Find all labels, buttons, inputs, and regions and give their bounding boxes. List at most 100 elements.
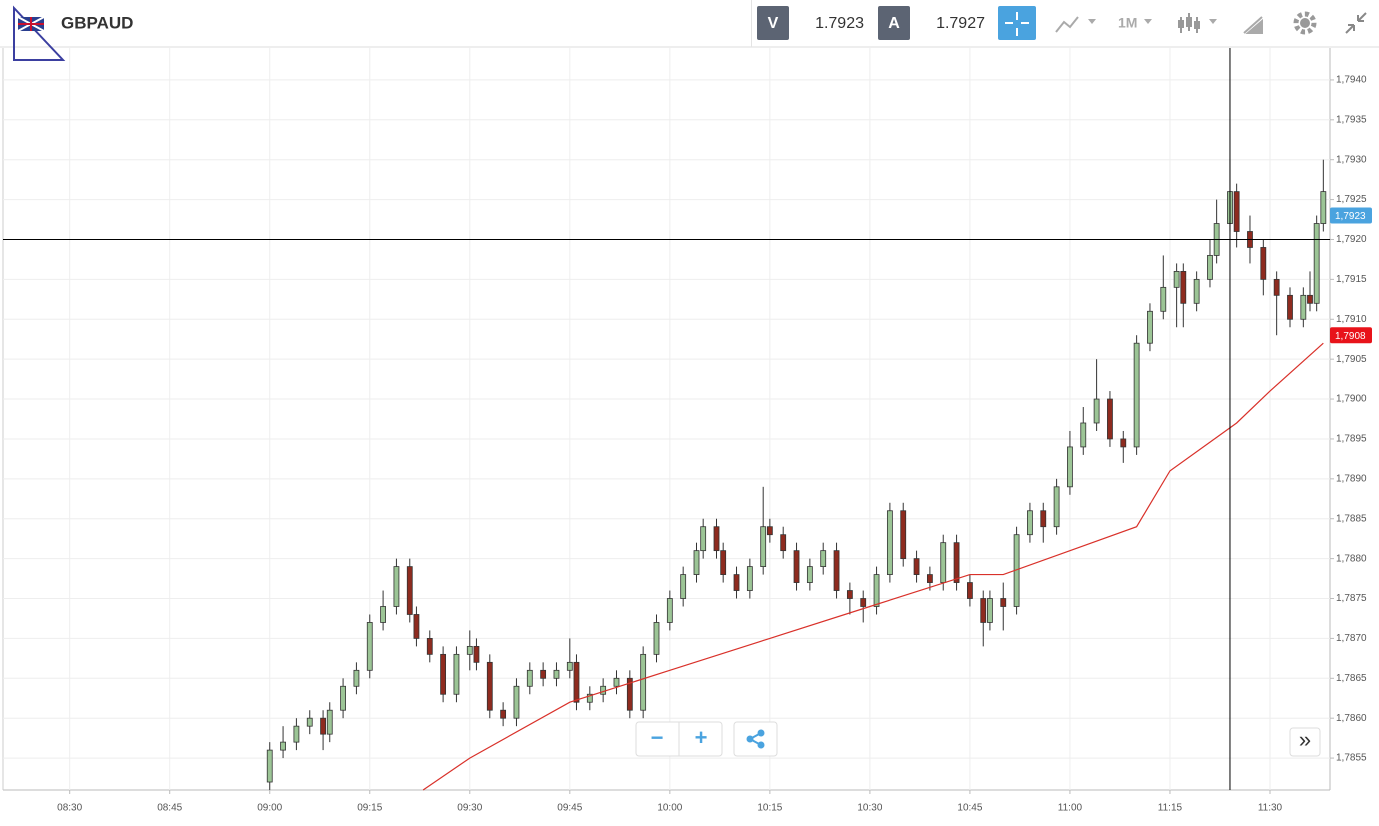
ask-badge[interactable] (878, 6, 910, 40)
candle-body (746, 566, 753, 591)
y-tick-label: 1,7940 (1336, 75, 1367, 86)
x-tick-label: 09:30 (457, 803, 482, 814)
x-tick-label: 08:30 (57, 803, 82, 814)
y-tick-label: 1,7895 (1336, 434, 1367, 445)
candle-body (1173, 270, 1180, 288)
x-tick-label: 10:00 (657, 803, 682, 814)
candle-body (320, 717, 326, 735)
collapse-icon[interactable] (1345, 12, 1367, 34)
candle-body (1260, 247, 1267, 280)
candle-icon (1178, 20, 1184, 28)
settings-icon[interactable] (1293, 11, 1317, 35)
candle-body (940, 542, 947, 583)
candle-body (640, 653, 647, 711)
zoom-out[interactable]: − (651, 725, 664, 750)
zoom-controls: − + » (635, 721, 1321, 757)
x-tick-label: 11:00 (1058, 803, 1083, 814)
candle-body (340, 685, 346, 711)
candle-body (720, 550, 727, 575)
zoom-in[interactable]: + (695, 725, 708, 750)
candle-body (1160, 286, 1167, 312)
flag-cross (18, 17, 44, 31)
crosshair-button[interactable] (998, 6, 1036, 40)
candle-icon (1186, 17, 1192, 27)
dropdown-arrow (1209, 19, 1217, 24)
bid-badge[interactable] (757, 6, 789, 40)
candle-body (306, 717, 313, 727)
candle-body (626, 677, 633, 711)
candle-body (873, 574, 880, 607)
candle-body (1307, 294, 1313, 304)
ask-label: A (888, 15, 900, 32)
candle-body (1300, 294, 1307, 320)
candle-body (1120, 438, 1127, 448)
candle-body (953, 542, 960, 583)
logo (13, 5, 66, 61)
candle-body (600, 685, 607, 695)
candle-body (987, 598, 993, 623)
candle-body (806, 566, 813, 583)
dropdown-arrow (1088, 19, 1096, 24)
candle-body (860, 598, 867, 607)
candle-body (293, 725, 300, 743)
x-tick-label: 08:45 (157, 803, 182, 814)
y-tick-label: 1,7915 (1336, 274, 1367, 285)
crosshair-icon (1005, 12, 1029, 36)
price-tag-label: 1,7923 (1335, 211, 1366, 222)
candle-body (820, 550, 827, 568)
candle-body (846, 590, 853, 599)
toolbar: GBPAUD V 1.7923 A 1.7927 1M (0, 0, 1379, 61)
x-tick-label: 11:15 (1158, 803, 1183, 814)
candle-body (1287, 294, 1293, 320)
candle-body (453, 653, 460, 695)
draw-icon[interactable] (1243, 16, 1263, 34)
candle-body (440, 653, 447, 695)
candle-body (526, 669, 533, 687)
candle-body (366, 622, 373, 671)
y-tick-label: 1,7930 (1336, 154, 1367, 165)
x-tick-label: 10:15 (757, 803, 782, 814)
candle-body (713, 526, 720, 552)
y-tick-label: 1,7875 (1336, 593, 1367, 604)
candle-body (780, 534, 787, 552)
candle-body (1093, 398, 1100, 424)
candle-body (266, 749, 273, 783)
candle-body (1180, 270, 1187, 304)
candle-body (1233, 191, 1240, 232)
bid-label: V (768, 15, 779, 32)
candle-body (573, 661, 580, 703)
dropdown-arrow (1144, 19, 1152, 24)
y-tick-label: 1,7870 (1336, 633, 1367, 644)
candle-body (1000, 598, 1007, 607)
candle-body (513, 685, 520, 719)
chart-type-icon[interactable] (1055, 16, 1079, 33)
expand-icon: » (1299, 727, 1311, 752)
y-tick-label: 1,7885 (1336, 513, 1367, 524)
share-button[interactable] (733, 721, 778, 757)
candle-body (733, 574, 740, 591)
candle-body (1273, 278, 1280, 296)
candle-body (413, 614, 420, 639)
y-tick-label: 1,7920 (1336, 234, 1367, 245)
y-tick-label: 1,7900 (1336, 394, 1367, 405)
candle-body (326, 709, 333, 735)
y-tick-label: 1,7880 (1336, 553, 1367, 564)
settings-icon (1300, 18, 1310, 28)
expand-button[interactable] (1289, 727, 1321, 757)
y-tick-label: 1,7925 (1336, 194, 1367, 205)
candle-body (680, 574, 687, 599)
candle-body (766, 526, 773, 536)
y-tick-label: 1,7890 (1336, 473, 1367, 484)
candle-body (980, 598, 987, 623)
candle-body (926, 574, 933, 583)
x-tick-label: 10:45 (957, 803, 982, 814)
candle-body (1107, 398, 1113, 440)
y-tick-label: 1,7905 (1336, 354, 1367, 365)
price-tag (1330, 207, 1372, 224)
candle-body (666, 598, 673, 623)
timeframe[interactable]: 1M (1118, 15, 1137, 31)
candle-body (566, 661, 573, 671)
plot-area: 1,7855 1,7860 1,7865 1,7870 1,7875 1,7880 1,78… (2, 48, 1372, 814)
candle-body (466, 645, 473, 655)
candle-icon (1194, 21, 1200, 29)
